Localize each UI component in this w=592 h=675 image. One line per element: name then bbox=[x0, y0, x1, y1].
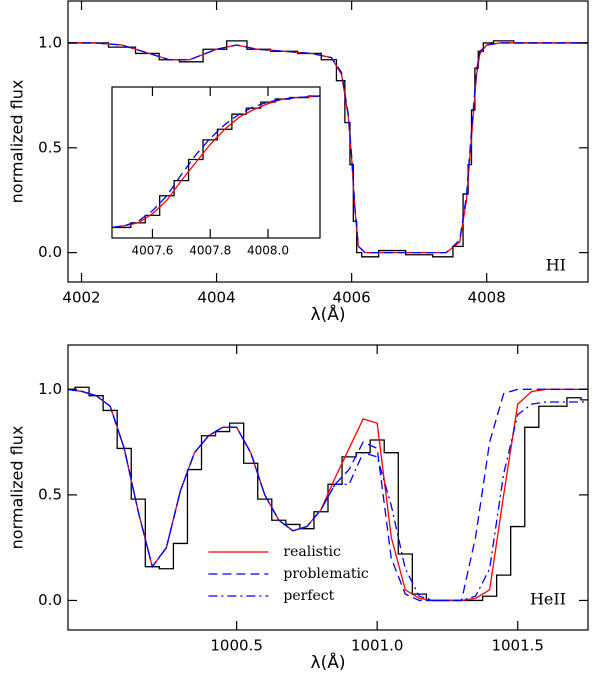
x-tick-label: 1000.5 bbox=[210, 637, 263, 655]
annotation: HeII bbox=[530, 590, 566, 609]
series-line bbox=[112, 95, 320, 229]
x-tick-label: 4007.8 bbox=[189, 244, 231, 258]
x-tick-label: 4008.0 bbox=[247, 244, 289, 258]
x-tick-label: 4004 bbox=[197, 289, 235, 307]
frame bbox=[67, 0, 589, 283]
frame bbox=[111, 86, 321, 239]
legend-label: problematic bbox=[283, 566, 369, 582]
y-axis-label: normalized flux bbox=[8, 80, 27, 204]
x-axis-label: λ(Å) bbox=[311, 303, 346, 325]
x-tick-label: 4007.6 bbox=[131, 244, 173, 258]
x-tick-label: 4008 bbox=[468, 289, 506, 307]
y-tick-label: 0.0 bbox=[38, 243, 62, 261]
y-tick-label: 0.5 bbox=[38, 485, 62, 503]
series-line bbox=[68, 388, 588, 602]
legend-label: realistic bbox=[283, 544, 341, 560]
x-axis-label: λ(Å) bbox=[311, 651, 346, 673]
y-tick-label: 0.0 bbox=[38, 591, 62, 609]
plot-area bbox=[68, 386, 588, 602]
y-tick-label: 1.0 bbox=[38, 33, 62, 51]
plot-area bbox=[68, 40, 588, 258]
y-tick-label: 1.0 bbox=[38, 380, 62, 398]
series-line bbox=[68, 42, 588, 254]
plot-background bbox=[112, 87, 320, 238]
legend-label: perfect bbox=[283, 588, 334, 604]
x-tick-label: 4006 bbox=[333, 289, 371, 307]
frame bbox=[67, 344, 589, 631]
x-tick-label: 4002 bbox=[62, 289, 100, 307]
y-axis-label: normalized flux bbox=[8, 426, 27, 550]
series-line bbox=[68, 386, 588, 602]
y-tick-label: 0.5 bbox=[38, 138, 62, 156]
x-tick-label: 1001.0 bbox=[351, 637, 404, 655]
x-tick-label: 1001.5 bbox=[491, 637, 544, 655]
annotation: HI bbox=[546, 256, 566, 275]
plot-area bbox=[112, 95, 320, 229]
